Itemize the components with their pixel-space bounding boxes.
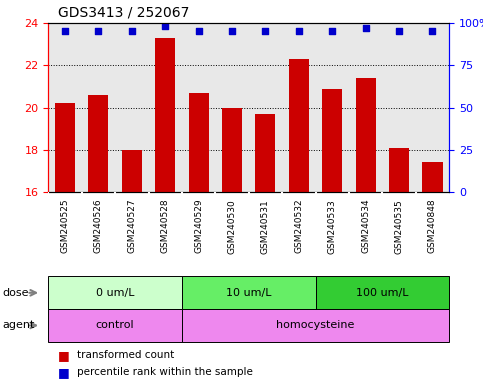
Bar <box>355 78 376 192</box>
Text: GSM240529: GSM240529 <box>194 199 203 253</box>
Bar <box>48 276 182 309</box>
Text: control: control <box>96 320 134 331</box>
Bar <box>182 309 449 342</box>
Point <box>328 28 336 35</box>
Point <box>362 25 369 31</box>
Bar <box>189 93 209 192</box>
Text: transformed count: transformed count <box>77 350 174 360</box>
Text: GSM240532: GSM240532 <box>294 199 303 253</box>
Bar <box>155 38 175 192</box>
Bar <box>322 89 342 192</box>
Bar <box>122 150 142 192</box>
Bar <box>389 147 409 192</box>
Text: percentile rank within the sample: percentile rank within the sample <box>77 367 253 377</box>
Text: GSM240530: GSM240530 <box>227 199 237 253</box>
Text: GSM240525: GSM240525 <box>60 199 70 253</box>
Text: GSM240531: GSM240531 <box>261 199 270 253</box>
Point <box>262 28 270 35</box>
Text: 100 um/L: 100 um/L <box>356 288 409 298</box>
Text: GSM240528: GSM240528 <box>161 199 170 253</box>
Text: GSM240527: GSM240527 <box>128 199 136 253</box>
Bar <box>315 276 449 309</box>
Bar <box>256 114 275 192</box>
Bar <box>55 103 75 192</box>
Text: 10 um/L: 10 um/L <box>226 288 271 298</box>
Text: dose: dose <box>2 288 29 298</box>
Text: ■: ■ <box>58 366 70 379</box>
Text: homocysteine: homocysteine <box>276 320 355 331</box>
Point <box>161 23 169 30</box>
Text: GSM240526: GSM240526 <box>94 199 103 253</box>
Point <box>61 28 69 35</box>
Text: GSM240533: GSM240533 <box>328 199 337 253</box>
Point <box>295 28 303 35</box>
Text: ■: ■ <box>58 349 70 362</box>
Point <box>95 28 102 35</box>
Text: GSM240535: GSM240535 <box>395 199 404 253</box>
Text: 0 um/L: 0 um/L <box>96 288 134 298</box>
Bar <box>48 309 182 342</box>
Bar <box>182 276 315 309</box>
Bar <box>88 95 109 192</box>
Bar <box>222 108 242 192</box>
Point <box>128 28 136 35</box>
Bar <box>423 162 442 192</box>
Text: GDS3413 / 252067: GDS3413 / 252067 <box>58 5 189 19</box>
Text: GSM240848: GSM240848 <box>428 199 437 253</box>
Bar <box>289 59 309 192</box>
Point <box>228 28 236 35</box>
Point <box>195 28 202 35</box>
Text: GSM240534: GSM240534 <box>361 199 370 253</box>
Point <box>428 28 436 35</box>
Text: agent: agent <box>2 320 35 331</box>
Point <box>395 28 403 35</box>
